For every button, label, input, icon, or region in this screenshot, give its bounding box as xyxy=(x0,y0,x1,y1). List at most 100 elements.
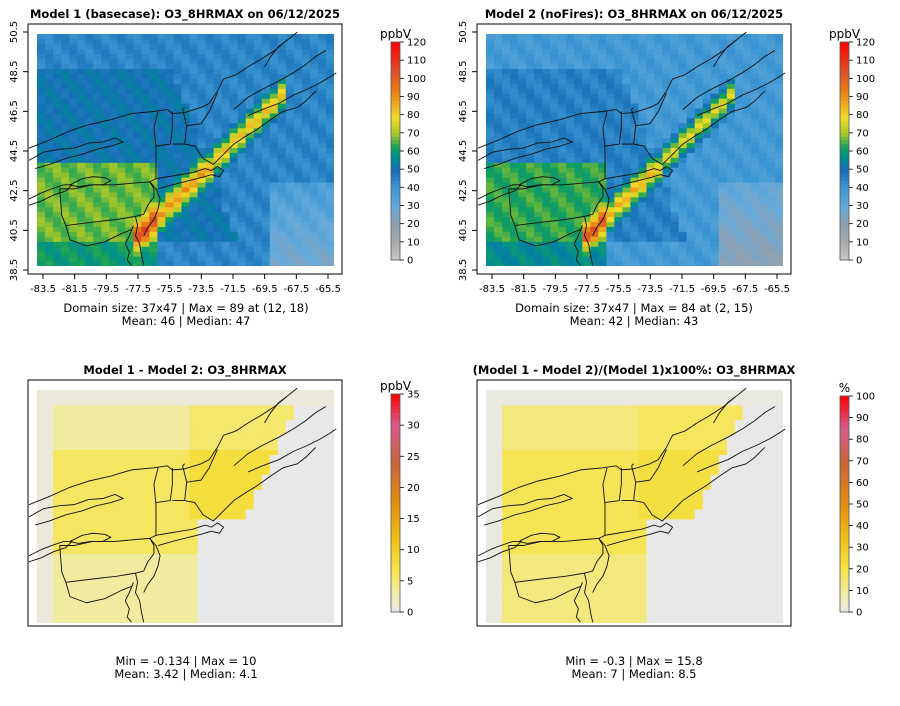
heatmap-cell xyxy=(37,538,46,545)
heatmap-cell xyxy=(558,201,567,208)
heatmap-cell xyxy=(518,236,527,242)
heatmap-cell xyxy=(758,58,768,65)
heatmap-cell xyxy=(101,78,110,84)
heatmap-cell xyxy=(69,538,78,545)
heatmap-cell xyxy=(526,196,535,203)
heatmap-cell xyxy=(598,211,607,218)
heatmap-cell xyxy=(141,469,150,475)
heatmap-cell xyxy=(710,48,720,55)
heatmap-cell xyxy=(526,256,535,262)
heatmap-cell xyxy=(69,588,78,594)
heatmap-cell xyxy=(149,429,158,436)
heatmap-cell xyxy=(237,53,247,60)
heatmap-cell xyxy=(550,191,559,198)
heatmap-cell xyxy=(630,182,640,188)
heatmap-cell xyxy=(85,439,94,446)
heatmap-cell xyxy=(293,177,303,183)
heatmap-cell xyxy=(237,58,247,65)
heatmap-cell xyxy=(77,533,86,540)
heatmap-cell xyxy=(261,182,271,188)
heatmap-cell xyxy=(189,409,199,416)
heatmap-cell xyxy=(93,414,102,421)
heatmap-cell xyxy=(117,489,126,495)
heatmap-cell xyxy=(125,543,134,550)
heatmap-cell xyxy=(229,608,239,614)
heatmap-cell xyxy=(221,394,231,401)
heatmap-cell xyxy=(550,152,559,158)
heatmap-cell xyxy=(277,256,287,262)
heatmap-cell xyxy=(125,444,134,450)
heatmap-cell xyxy=(518,182,527,188)
heatmap-cell xyxy=(269,63,279,70)
heatmap-cell xyxy=(750,78,760,84)
heatmap-cell xyxy=(125,454,134,460)
heatmap-cell xyxy=(197,191,207,198)
heatmap-cell xyxy=(582,34,591,40)
heatmap-cell xyxy=(181,523,191,530)
heatmap-cell xyxy=(622,63,631,70)
heatmap-cell xyxy=(237,504,247,510)
heatmap-cell xyxy=(486,122,495,129)
colorbar-swatch xyxy=(391,227,400,232)
heatmap-cell xyxy=(550,196,559,203)
heatmap-cell xyxy=(165,548,174,555)
colorbar-swatch xyxy=(840,92,849,97)
heatmap-cell xyxy=(702,83,712,89)
x-tick-label: -83.5 xyxy=(30,284,56,295)
heatmap-cell xyxy=(694,231,704,237)
heatmap-cell xyxy=(285,157,295,163)
heatmap-cell xyxy=(654,112,664,119)
heatmap-cell xyxy=(221,444,231,450)
heatmap-cell xyxy=(101,122,110,129)
heatmap-cell xyxy=(510,172,519,178)
heatmap-cell xyxy=(117,513,126,520)
heatmap-cell xyxy=(277,73,287,79)
colorbar-swatch xyxy=(840,78,849,83)
heatmap-cell xyxy=(37,34,46,40)
heatmap-cell xyxy=(678,172,688,178)
heatmap-cell xyxy=(766,241,776,247)
heatmap-cell xyxy=(758,147,768,153)
heatmap-cell xyxy=(317,43,327,50)
heatmap-cell xyxy=(61,137,70,144)
heatmap-cell xyxy=(157,538,166,545)
heatmap-cell xyxy=(606,122,615,129)
heatmap-cell xyxy=(766,53,776,60)
heatmap-cell xyxy=(61,553,70,560)
heatmap-cell xyxy=(181,528,191,535)
heatmap-cell xyxy=(117,211,126,218)
heatmap-cell xyxy=(173,399,182,406)
colorbar-swatch xyxy=(391,78,400,83)
heatmap-cell xyxy=(670,251,680,257)
heatmap-cell xyxy=(277,43,287,50)
heatmap-cell xyxy=(205,553,215,560)
heatmap-cell xyxy=(85,162,94,168)
heatmap-cell xyxy=(45,538,54,545)
heatmap-cell xyxy=(245,182,255,188)
heatmap-cell xyxy=(157,603,166,609)
heatmap-cell xyxy=(93,112,102,119)
heatmap-cell xyxy=(686,251,696,257)
heatmap-cell xyxy=(229,206,239,213)
heatmap-cell xyxy=(221,241,231,247)
colorbar-tick-label: 90 xyxy=(856,92,869,103)
heatmap-cell xyxy=(173,256,182,262)
heatmap-cell xyxy=(221,137,231,144)
heatmap-cell xyxy=(125,167,134,173)
heatmap-cell xyxy=(165,251,174,257)
heatmap-cell xyxy=(702,241,712,247)
heatmap-cell xyxy=(213,127,223,134)
heatmap-cell xyxy=(109,533,118,540)
heatmap-cell xyxy=(173,548,182,555)
heatmap-cell xyxy=(181,479,191,485)
heatmap-cell xyxy=(766,182,776,188)
heatmap-cell xyxy=(325,127,334,134)
heatmap-cell xyxy=(494,157,503,163)
heatmap-cell xyxy=(61,231,70,237)
heatmap-cell xyxy=(229,439,239,446)
heatmap-cell xyxy=(109,409,118,416)
heatmap-cell xyxy=(53,548,62,555)
heatmap-cell xyxy=(253,558,263,565)
heatmap-cell xyxy=(77,513,86,520)
heatmap-cell xyxy=(590,127,599,134)
